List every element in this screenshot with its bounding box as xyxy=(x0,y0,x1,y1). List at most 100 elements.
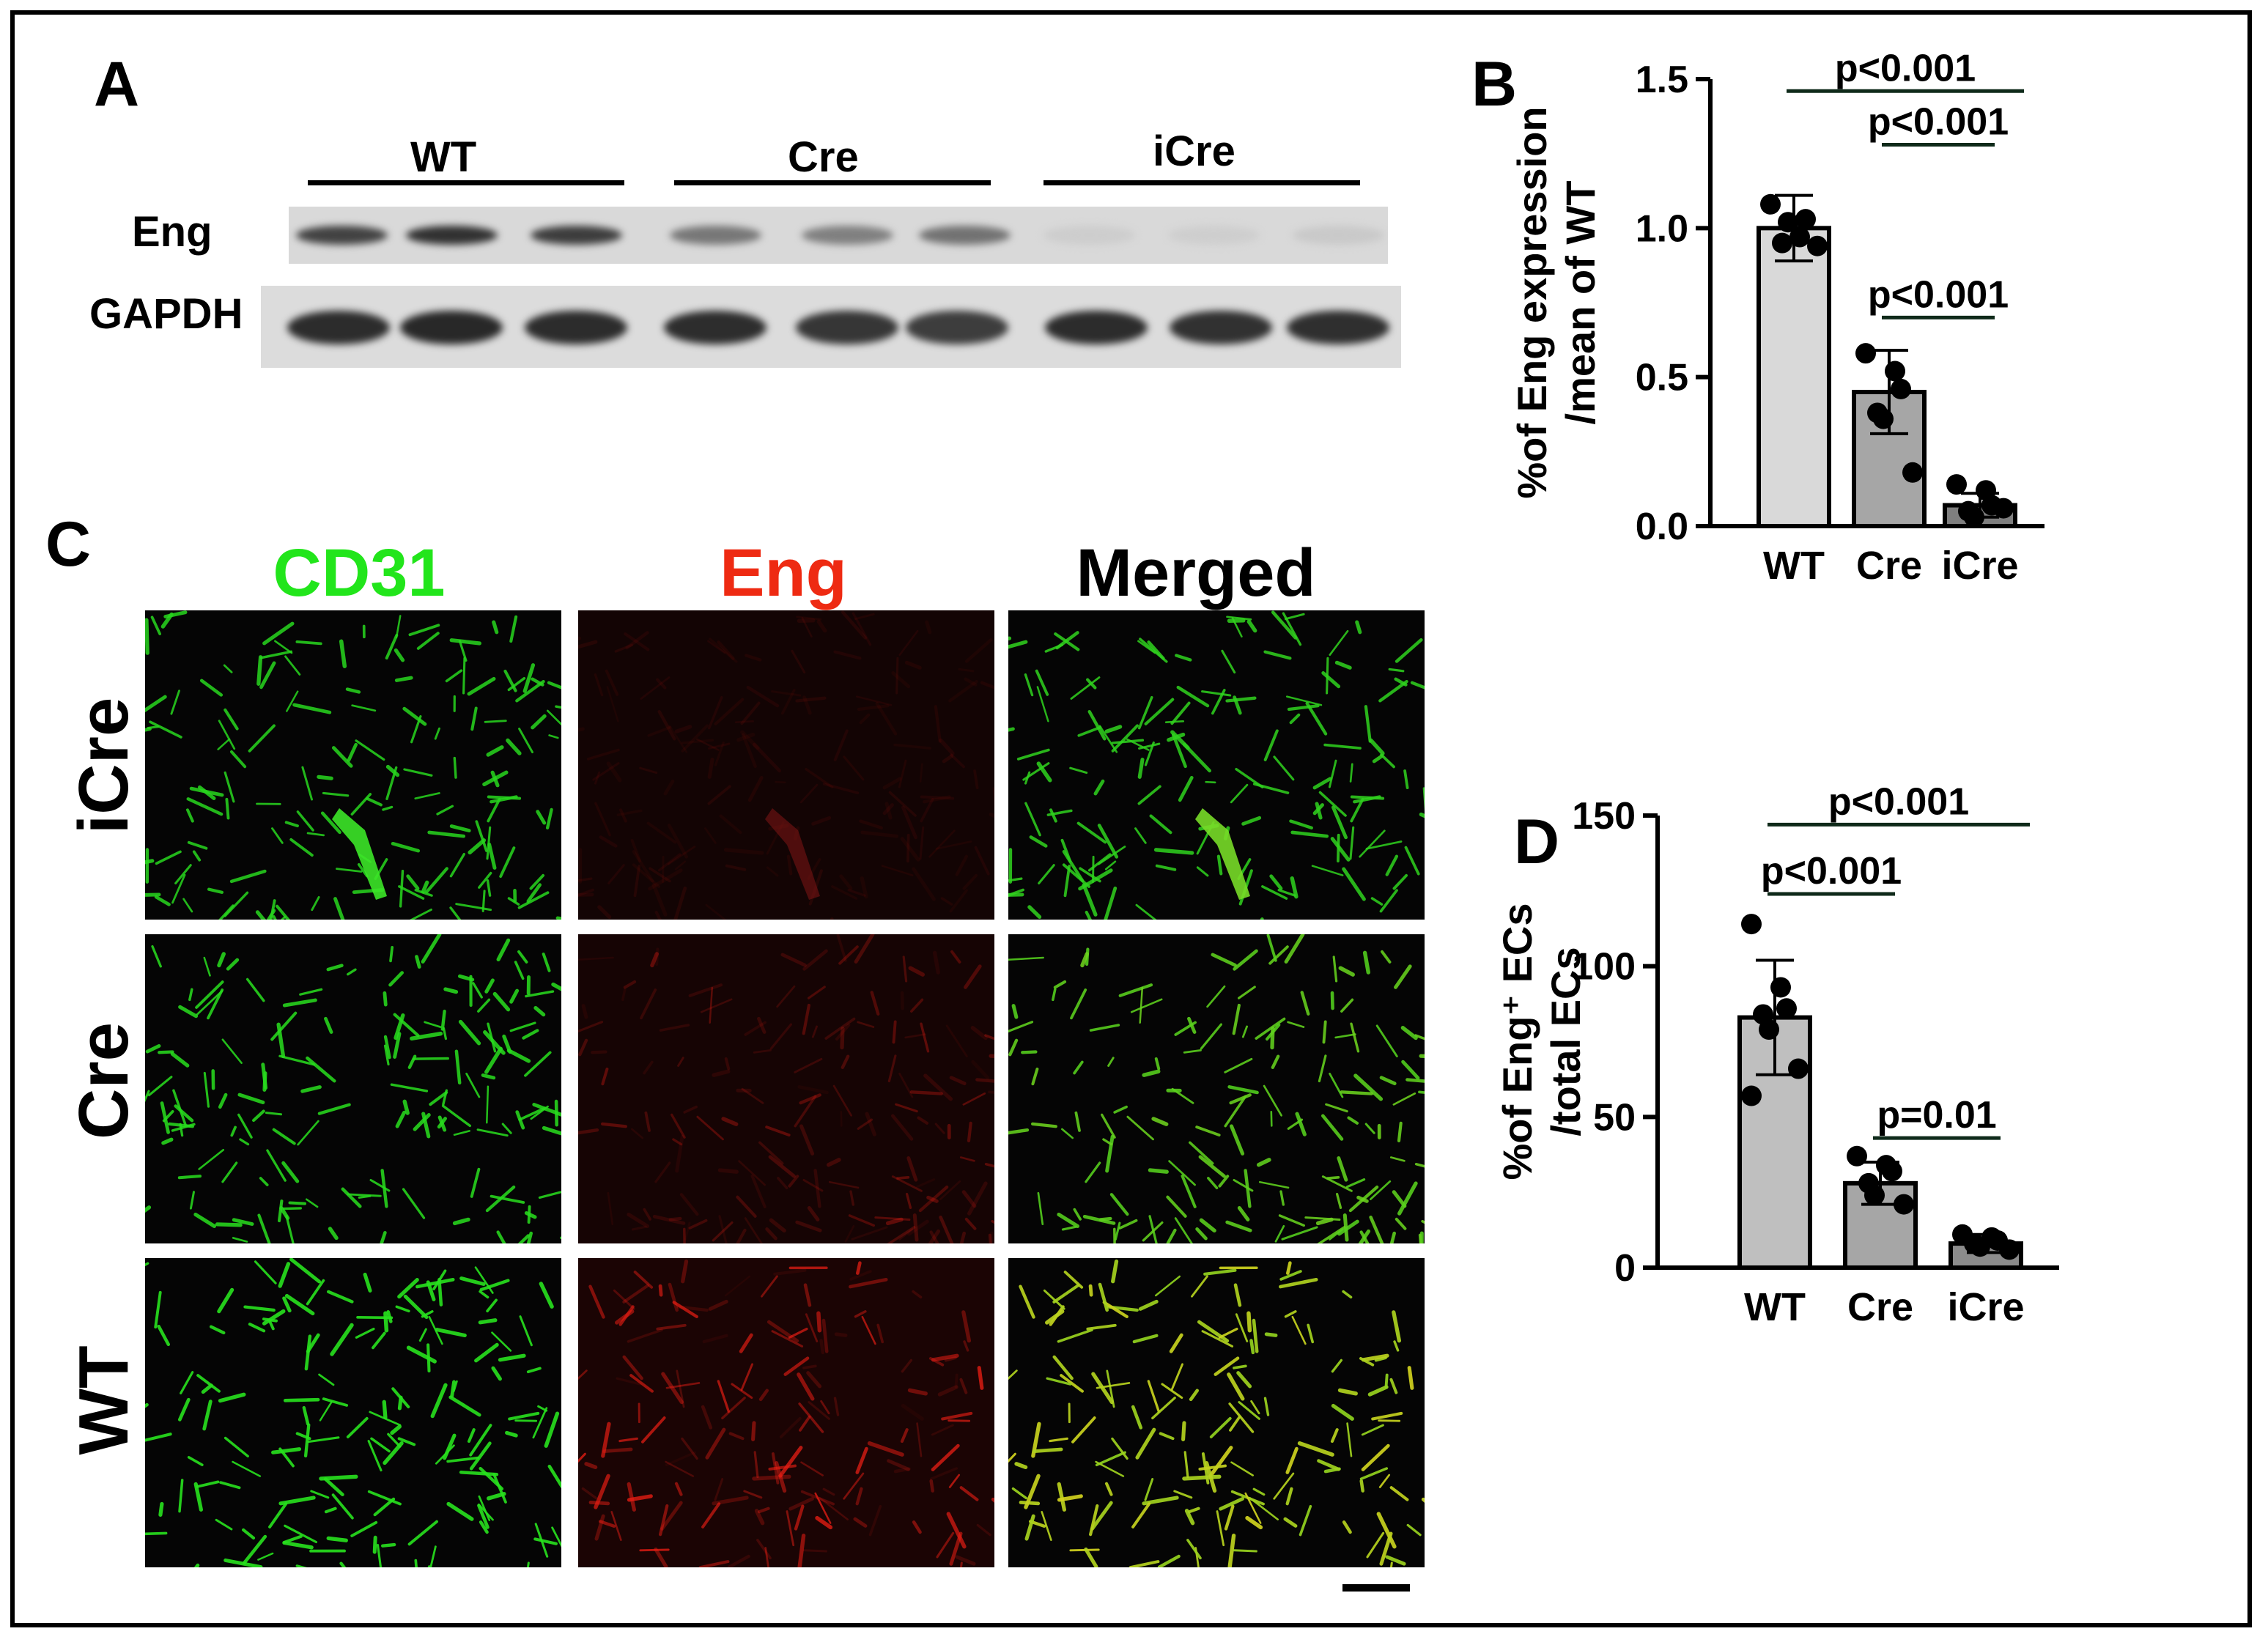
figure-border xyxy=(10,10,2252,1627)
panel-label-c: C xyxy=(45,509,92,580)
blot-band-gapdh-6 xyxy=(906,311,1008,344)
chart-d-y-axis-label-line-2: /total ECs xyxy=(1543,947,1589,1136)
chart-b-x-label-wt: WT xyxy=(1763,544,1825,588)
micro-col-title-merged: Merged xyxy=(1076,536,1316,610)
blot-band-gapdh-7 xyxy=(1045,311,1148,344)
micro-vessels xyxy=(145,934,561,1243)
chart-d-point-1-4 xyxy=(1864,1185,1885,1206)
blot-band-gapdh-9 xyxy=(1287,311,1389,344)
chart-b-pvalue-2: p<0.001 xyxy=(1868,273,2009,316)
chart-d-point-2-4 xyxy=(1970,1236,1990,1257)
blot-strip-gapdh xyxy=(261,286,1401,368)
chart-b-pvalue-1: p<0.001 xyxy=(1868,100,2009,143)
panel-label-a: A xyxy=(94,49,140,119)
micro-tile-wt-merged xyxy=(1008,1258,1425,1567)
micro-vessels xyxy=(145,610,561,920)
blot-band-eng-2 xyxy=(406,226,498,245)
micro-tile-cre-eng xyxy=(578,934,994,1243)
blot-group-label-cre: Cre xyxy=(788,133,859,181)
panel-label-d: D xyxy=(1514,807,1560,877)
chart-d-x-label-cre: Cre xyxy=(1847,1285,1913,1329)
chart-b-y-axis-label: %of Eng expression/mean of WT xyxy=(1509,106,1603,498)
micro-tile-icre-merged xyxy=(1008,610,1425,920)
blot-band-gapdh-4 xyxy=(664,311,767,344)
chart-b-point-1-5 xyxy=(1902,462,1923,483)
scale-bar xyxy=(1342,1584,1410,1592)
chart-b-y-tick-label-0: 0.0 xyxy=(1636,506,1688,548)
blot-band-eng-1 xyxy=(296,226,388,245)
chart-b-y-tick-label-1: 0.5 xyxy=(1636,357,1688,399)
chart-b-y-tick-label-3: 1.5 xyxy=(1636,59,1688,101)
chart-d-point-1-5 xyxy=(1894,1194,1914,1215)
blot-band-eng-4 xyxy=(670,226,761,245)
blot-row-label-eng: Eng xyxy=(132,208,213,256)
chart-b-point-1-2 xyxy=(1891,378,1911,399)
micro-tile-icre-eng xyxy=(578,610,994,920)
chart-b-point-1-4 xyxy=(1873,408,1894,429)
micro-tile-cre-cd31 xyxy=(145,934,561,1243)
micro-vessels xyxy=(1008,934,1425,1243)
blot-band-eng-5 xyxy=(802,226,893,245)
micro-col-title-cd31: CD31 xyxy=(273,536,446,610)
blot-group-line-cre xyxy=(674,180,991,185)
micro-vessels xyxy=(578,934,994,1243)
blot-row-label-gapdh: GAPDH xyxy=(89,290,243,338)
micro-tile-wt-eng xyxy=(578,1258,994,1567)
chart-b-pvalue-0: p<0.001 xyxy=(1835,47,1976,89)
blot-band-eng-6 xyxy=(919,226,1011,245)
blot-band-eng-7 xyxy=(1043,226,1135,245)
chart-d-point-0-1 xyxy=(1770,977,1791,998)
blot-band-eng-3 xyxy=(531,226,622,245)
chart-b-point-0-2 xyxy=(1795,209,1816,230)
chart-b-bar-wt xyxy=(1757,226,1831,528)
chart-b-point-0-1 xyxy=(1789,226,1810,248)
chart-d-y-axis-label-line-1: %of Eng⁺ ECs xyxy=(1494,903,1540,1180)
blot-band-eng-9 xyxy=(1293,226,1384,245)
chart-b-point-0-5 xyxy=(1807,235,1828,256)
chart-b-point-2-4 xyxy=(1964,506,1984,528)
blot-band-eng-8 xyxy=(1168,226,1260,245)
blot-band-gapdh-8 xyxy=(1170,311,1272,344)
micro-vessels xyxy=(1008,1259,1425,1567)
chart-d-y-tick-label-3: 150 xyxy=(1572,795,1636,838)
blot-group-label-wt: WT xyxy=(410,133,477,181)
chart-b-point-1-0 xyxy=(1855,343,1876,364)
blot-band-gapdh-5 xyxy=(796,311,898,344)
micro-tile-icre-cd31 xyxy=(145,610,561,920)
blot-band-gapdh-1 xyxy=(287,311,390,344)
chart-d-point-0-6 xyxy=(1741,1085,1762,1106)
blot-band-gapdh-2 xyxy=(400,311,503,344)
chart-d-point-1-2 xyxy=(1882,1161,1902,1182)
chart-b-point-2-5 xyxy=(1993,498,2014,519)
micro-vessels xyxy=(145,1258,561,1567)
chart-d-y-tick-label-0: 0 xyxy=(1614,1247,1636,1290)
chart-d-point-0-4 xyxy=(1759,1019,1779,1040)
chart-d-pvalue-2: p=0.01 xyxy=(1877,1094,1996,1136)
chart-d-point-0-5 xyxy=(1788,1058,1809,1079)
chart-b-x-label-icre: iCre xyxy=(1941,544,2018,588)
chart-d-x-label-wt: WT xyxy=(1744,1285,1806,1329)
chart-d-x-label-icre: iCre xyxy=(1947,1285,2024,1329)
chart-d-point-0-0 xyxy=(1741,914,1762,935)
chart-b-y-axis-label-line-2: /mean of WT xyxy=(1557,181,1603,425)
chart-d-point-0-2 xyxy=(1776,998,1797,1019)
chart-b-x-label-cre: Cre xyxy=(1856,544,1922,588)
micro-vessels xyxy=(578,610,994,920)
chart-b-point-2-0 xyxy=(1946,474,1967,495)
blot-group-label-icre: iCre xyxy=(1153,127,1235,175)
panel-label-b: B xyxy=(1471,49,1518,119)
chart-d-point-2-5 xyxy=(1999,1239,2020,1260)
blot-strip-eng xyxy=(289,207,1388,264)
blot-group-line-wt xyxy=(308,180,624,185)
micro-tile-wt-cd31 xyxy=(145,1258,561,1567)
chart-d-pvalue-1: p<0.001 xyxy=(1761,850,1902,892)
micro-vessels xyxy=(578,1258,994,1567)
blot-group-line-icre xyxy=(1043,180,1360,185)
chart-d-y-axis-label: %of Eng⁺ ECs/total ECs xyxy=(1494,903,1589,1180)
chart-b-y-axis-label-line-1: %of Eng expression xyxy=(1509,106,1555,498)
micro-col-title-eng: Eng xyxy=(720,536,847,610)
chart-b-point-0-4 xyxy=(1778,212,1798,233)
blot-band-gapdh-3 xyxy=(525,311,627,344)
micro-tile-cre-merged xyxy=(1008,934,1425,1243)
